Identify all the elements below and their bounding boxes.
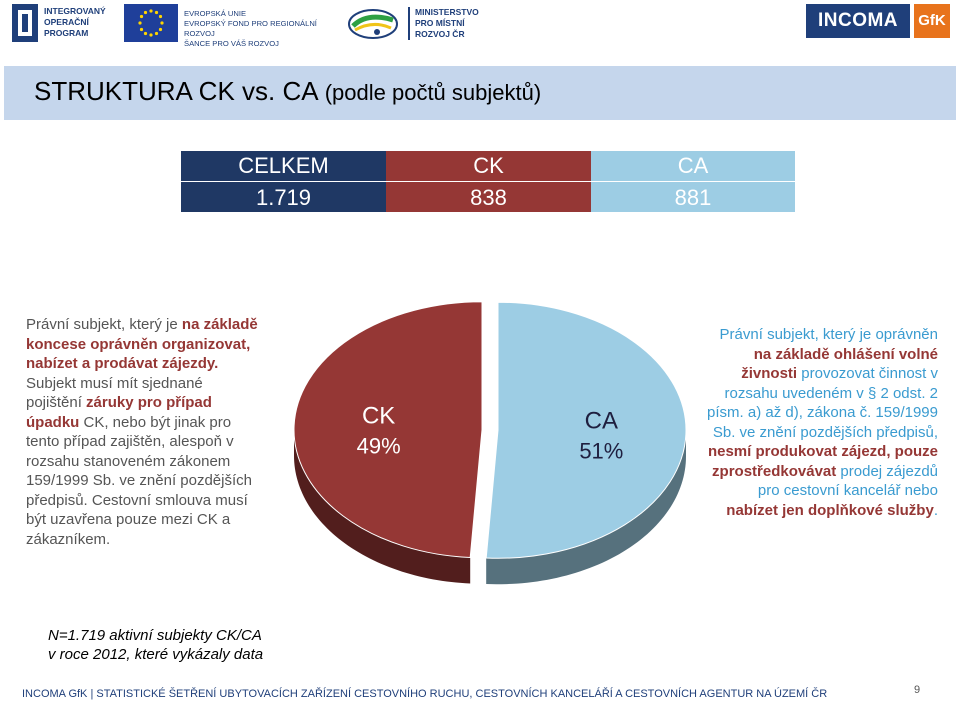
totals-table: CELKEM CK CA 1.719 838 881 <box>181 151 795 212</box>
pie-slice-ca-side <box>486 430 686 585</box>
ca-desc-text-4: . <box>933 501 938 519</box>
ca-desc-bold-1: na základě ohlášení volné živnosti <box>741 345 938 383</box>
pie-value-ca: 51% <box>579 438 623 463</box>
ministry-line-3: ROZVOJ ČR <box>415 29 465 39</box>
pie-slice-ck-top <box>293 301 483 559</box>
sample-note-line-1: N=1.719 aktivní subjekty CK/CA <box>48 627 262 644</box>
ca-desc-bold-3: nabízet jen doplňkové služby <box>726 501 934 519</box>
totals-header-total: CELKEM <box>181 151 386 181</box>
ck-desc-bold-1: na základě koncese oprávněn organizovat,… <box>26 316 258 372</box>
iop-line-2: OPERAČNÍ <box>44 17 89 27</box>
pie-chart: CK 49% CA 51% <box>260 280 720 585</box>
ministry-emblem-icon <box>347 8 399 40</box>
ck-desc-text-3: CK, nebo být jinak pro tento případ zaji… <box>26 413 252 548</box>
totals-header-ca: CA <box>591 151 795 181</box>
pie-chart-svg: CK 49% CA 51% <box>293 301 687 585</box>
incoma-logo: INCOMA <box>806 4 910 38</box>
sample-note-line-2: v roce 2012, které vykázaly data <box>48 646 264 663</box>
totals-value-total: 1.719 <box>181 181 386 212</box>
ck-desc-bold-2: záruky pro případ úpadku <box>26 394 212 431</box>
pie-label-ck: CK <box>362 403 395 430</box>
incoma-logo-text: INCOMA <box>808 6 908 36</box>
page-title: STRUKTURA CK vs. CA (podle počtů subjekt… <box>34 76 541 107</box>
iop-logo-text: INTEGROVANÝ OPERAČNÍ PROGRAM <box>44 6 134 39</box>
iop-logo: INTEGROVANÝ OPERAČNÍ PROGRAM <box>12 4 112 44</box>
pie-value-ck: 49% <box>357 434 401 459</box>
pie-label-ca: CA <box>585 407 618 434</box>
iop-line-3: PROGRAM <box>44 28 89 38</box>
iop-line-1: INTEGROVANÝ <box>44 6 106 16</box>
eu-flag-icon <box>124 4 178 42</box>
totals-value-ca: 881 <box>591 181 795 212</box>
eu-text: EVROPSKÁ UNIE EVROPSKÝ FOND PRO REGIONÁL… <box>184 9 344 49</box>
ca-desc-text-3: prodej zájezdů pro cestovní kancelář neb… <box>757 462 938 500</box>
pie-slice-ck <box>293 301 483 584</box>
ck-description: Právní subjekt, který je na základě konc… <box>26 315 262 549</box>
eu-line-3: ŠANCE PRO VÁŠ ROZVOJ <box>184 39 279 48</box>
ca-desc-text-2: provozovat činnost v rozsahu uvedeném v … <box>707 365 938 441</box>
ca-desc-text-1: Právní subjekt, který je oprávněn <box>719 326 938 343</box>
title-main: STRUKTURA CK vs. CA <box>34 76 319 106</box>
gfk-logo: GfK <box>914 4 950 38</box>
ck-desc-text-2: Subjekt musí mít sjednané pojištění <box>26 374 203 412</box>
totals-value-ck: 838 <box>386 181 591 212</box>
totals-header-ck: CK <box>386 151 591 181</box>
ca-desc-bold-2: nesmí produkovat zájezd, pouze zprostřed… <box>707 443 938 480</box>
ministry-line-2: PRO MÍSTNÍ <box>415 18 465 28</box>
ck-desc-text-1: Právní subjekt, který je <box>26 316 182 333</box>
pie-slice-ca <box>485 301 687 585</box>
footer-text: INCOMA GfK | STATISTICKÉ ŠETŘENÍ UBYTOVA… <box>22 688 828 700</box>
title-bar <box>4 66 956 120</box>
title-sub: (podle počtů subjektů) <box>318 80 542 105</box>
page-number: 9 <box>914 684 921 696</box>
ministry-text: MINISTERSTVO PRO MÍSTNÍ ROZVOJ ČR <box>408 7 510 40</box>
pie-slice-ck-side <box>294 429 471 584</box>
ministry-line-1: MINISTERSTVO <box>415 7 479 17</box>
sample-note: N=1.719 aktivní subjekty CK/CA v roce 20… <box>48 626 263 664</box>
ca-description: Právní subjekt, který je oprávněn na zák… <box>706 325 938 520</box>
iop-mark-icon <box>12 4 38 42</box>
eu-line-1: EVROPSKÁ UNIE <box>184 9 247 18</box>
pie-slice-ca-top <box>485 301 687 559</box>
eu-line-2: EVROPSKÝ FOND PRO REGIONÁLNÍ ROZVOJ <box>184 19 317 38</box>
